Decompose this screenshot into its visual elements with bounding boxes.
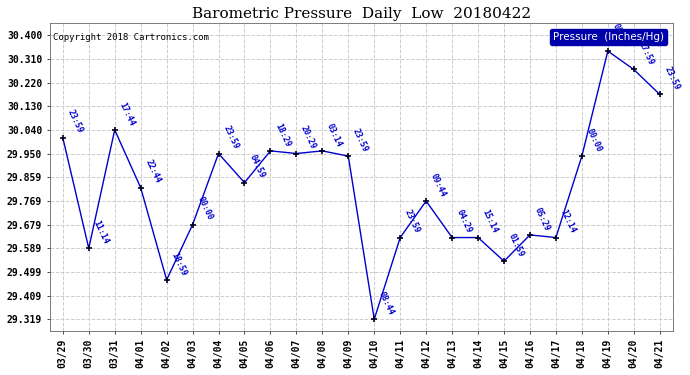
Text: Copyright 2018 Cartronics.com: Copyright 2018 Cartronics.com bbox=[53, 33, 209, 42]
Pressure  (Inches/Hg) bbox=[266, 148, 275, 153]
Pressure  (Inches/Hg) bbox=[162, 278, 170, 282]
Text: 11:14: 11:14 bbox=[92, 219, 110, 246]
Text: 23:59: 23:59 bbox=[403, 208, 422, 235]
Pressure  (Inches/Hg) bbox=[656, 92, 664, 97]
Line: Pressure  (Inches/Hg): Pressure (Inches/Hg) bbox=[59, 48, 663, 323]
Text: 23:59: 23:59 bbox=[662, 65, 681, 92]
Text: 22:44: 22:44 bbox=[144, 158, 162, 185]
Pressure  (Inches/Hg) bbox=[85, 246, 93, 250]
Text: 09:44: 09:44 bbox=[429, 172, 448, 198]
Pressure  (Inches/Hg) bbox=[344, 154, 353, 158]
Text: 00:00: 00:00 bbox=[195, 195, 214, 222]
Pressure  (Inches/Hg) bbox=[552, 235, 560, 240]
Text: 15:14: 15:14 bbox=[481, 208, 500, 235]
Pressure  (Inches/Hg) bbox=[110, 128, 119, 132]
Pressure  (Inches/Hg) bbox=[318, 148, 326, 153]
Text: 18:29: 18:29 bbox=[273, 122, 292, 148]
Pressure  (Inches/Hg) bbox=[448, 235, 456, 240]
Pressure  (Inches/Hg) bbox=[630, 67, 638, 72]
Text: 08:44: 08:44 bbox=[377, 290, 396, 316]
Text: 04:59: 04:59 bbox=[247, 153, 266, 180]
Pressure  (Inches/Hg) bbox=[396, 235, 404, 240]
Text: 00:00: 00:00 bbox=[584, 127, 603, 153]
Text: 23:59: 23:59 bbox=[351, 127, 370, 153]
Pressure  (Inches/Hg) bbox=[500, 259, 508, 263]
Pressure  (Inches/Hg) bbox=[604, 49, 612, 53]
Text: 18:59: 18:59 bbox=[170, 251, 188, 277]
Pressure  (Inches/Hg) bbox=[293, 151, 301, 156]
Title: Barometric Pressure  Daily  Low  20180422: Barometric Pressure Daily Low 20180422 bbox=[192, 7, 531, 21]
Text: 03:14: 03:14 bbox=[325, 122, 344, 148]
Text: 23:59: 23:59 bbox=[221, 124, 240, 151]
Pressure  (Inches/Hg) bbox=[474, 235, 482, 240]
Pressure  (Inches/Hg) bbox=[188, 222, 197, 227]
Pressure  (Inches/Hg) bbox=[526, 232, 534, 237]
Pressure  (Inches/Hg) bbox=[422, 199, 431, 203]
Text: 20:29: 20:29 bbox=[299, 124, 318, 151]
Pressure  (Inches/Hg) bbox=[59, 135, 67, 140]
Text: 05:29: 05:29 bbox=[533, 206, 551, 232]
Text: 17:44: 17:44 bbox=[117, 100, 136, 127]
Legend: Pressure  (Inches/Hg): Pressure (Inches/Hg) bbox=[550, 29, 667, 45]
Text: 12:14: 12:14 bbox=[559, 208, 578, 235]
Text: 01:59: 01:59 bbox=[506, 232, 526, 258]
Text: 17:59: 17:59 bbox=[637, 40, 656, 67]
Pressure  (Inches/Hg) bbox=[215, 151, 223, 156]
Pressure  (Inches/Hg) bbox=[370, 317, 378, 321]
Pressure  (Inches/Hg) bbox=[578, 154, 586, 158]
Pressure  (Inches/Hg) bbox=[240, 180, 248, 185]
Text: 00:00: 00:00 bbox=[611, 22, 629, 48]
Pressure  (Inches/Hg) bbox=[137, 185, 145, 190]
Text: 04:29: 04:29 bbox=[455, 208, 473, 235]
Text: 23:59: 23:59 bbox=[66, 108, 84, 135]
